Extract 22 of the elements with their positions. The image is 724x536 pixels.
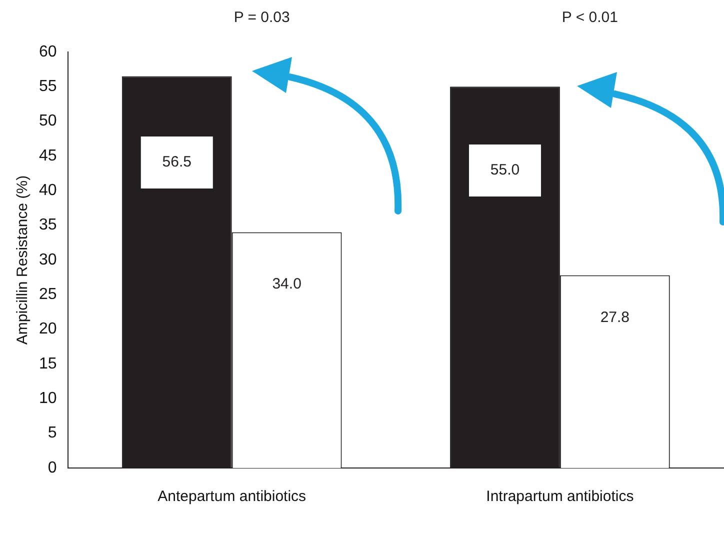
y-tick-label: 35 — [39, 216, 57, 234]
y-tick-label: 20 — [39, 320, 57, 338]
y-axis-title: Ampicillin Resistance (%) — [14, 175, 32, 345]
y-tick-label: 55 — [39, 78, 57, 96]
x-tick-label: Intrapartum antibiotics — [486, 488, 634, 506]
data-label: 56.5 — [162, 154, 192, 171]
y-tick-label: 60 — [39, 43, 57, 60]
text: P = 0.03 — [234, 9, 290, 26]
y-tick-label: 10 — [39, 390, 57, 408]
data-label: 55.0 — [490, 162, 520, 179]
y-tick-label: 0 — [48, 459, 57, 476]
y-tick-label: 40 — [39, 182, 57, 200]
y-tick-label: 25 — [39, 286, 57, 304]
y-tick-label: 15 — [39, 355, 57, 372]
x-tick-label: Antepartum antibiotics — [158, 488, 306, 506]
y-tick-label: 5 — [48, 424, 57, 442]
y-tick-label: 30 — [39, 251, 57, 268]
y-tick-label: 50 — [39, 112, 57, 130]
data-label: 27.8 — [600, 308, 630, 326]
data-label: 34.0 — [272, 275, 302, 292]
y-tick-label: 45 — [39, 147, 57, 164]
text: P < 0.01 — [562, 9, 618, 26]
